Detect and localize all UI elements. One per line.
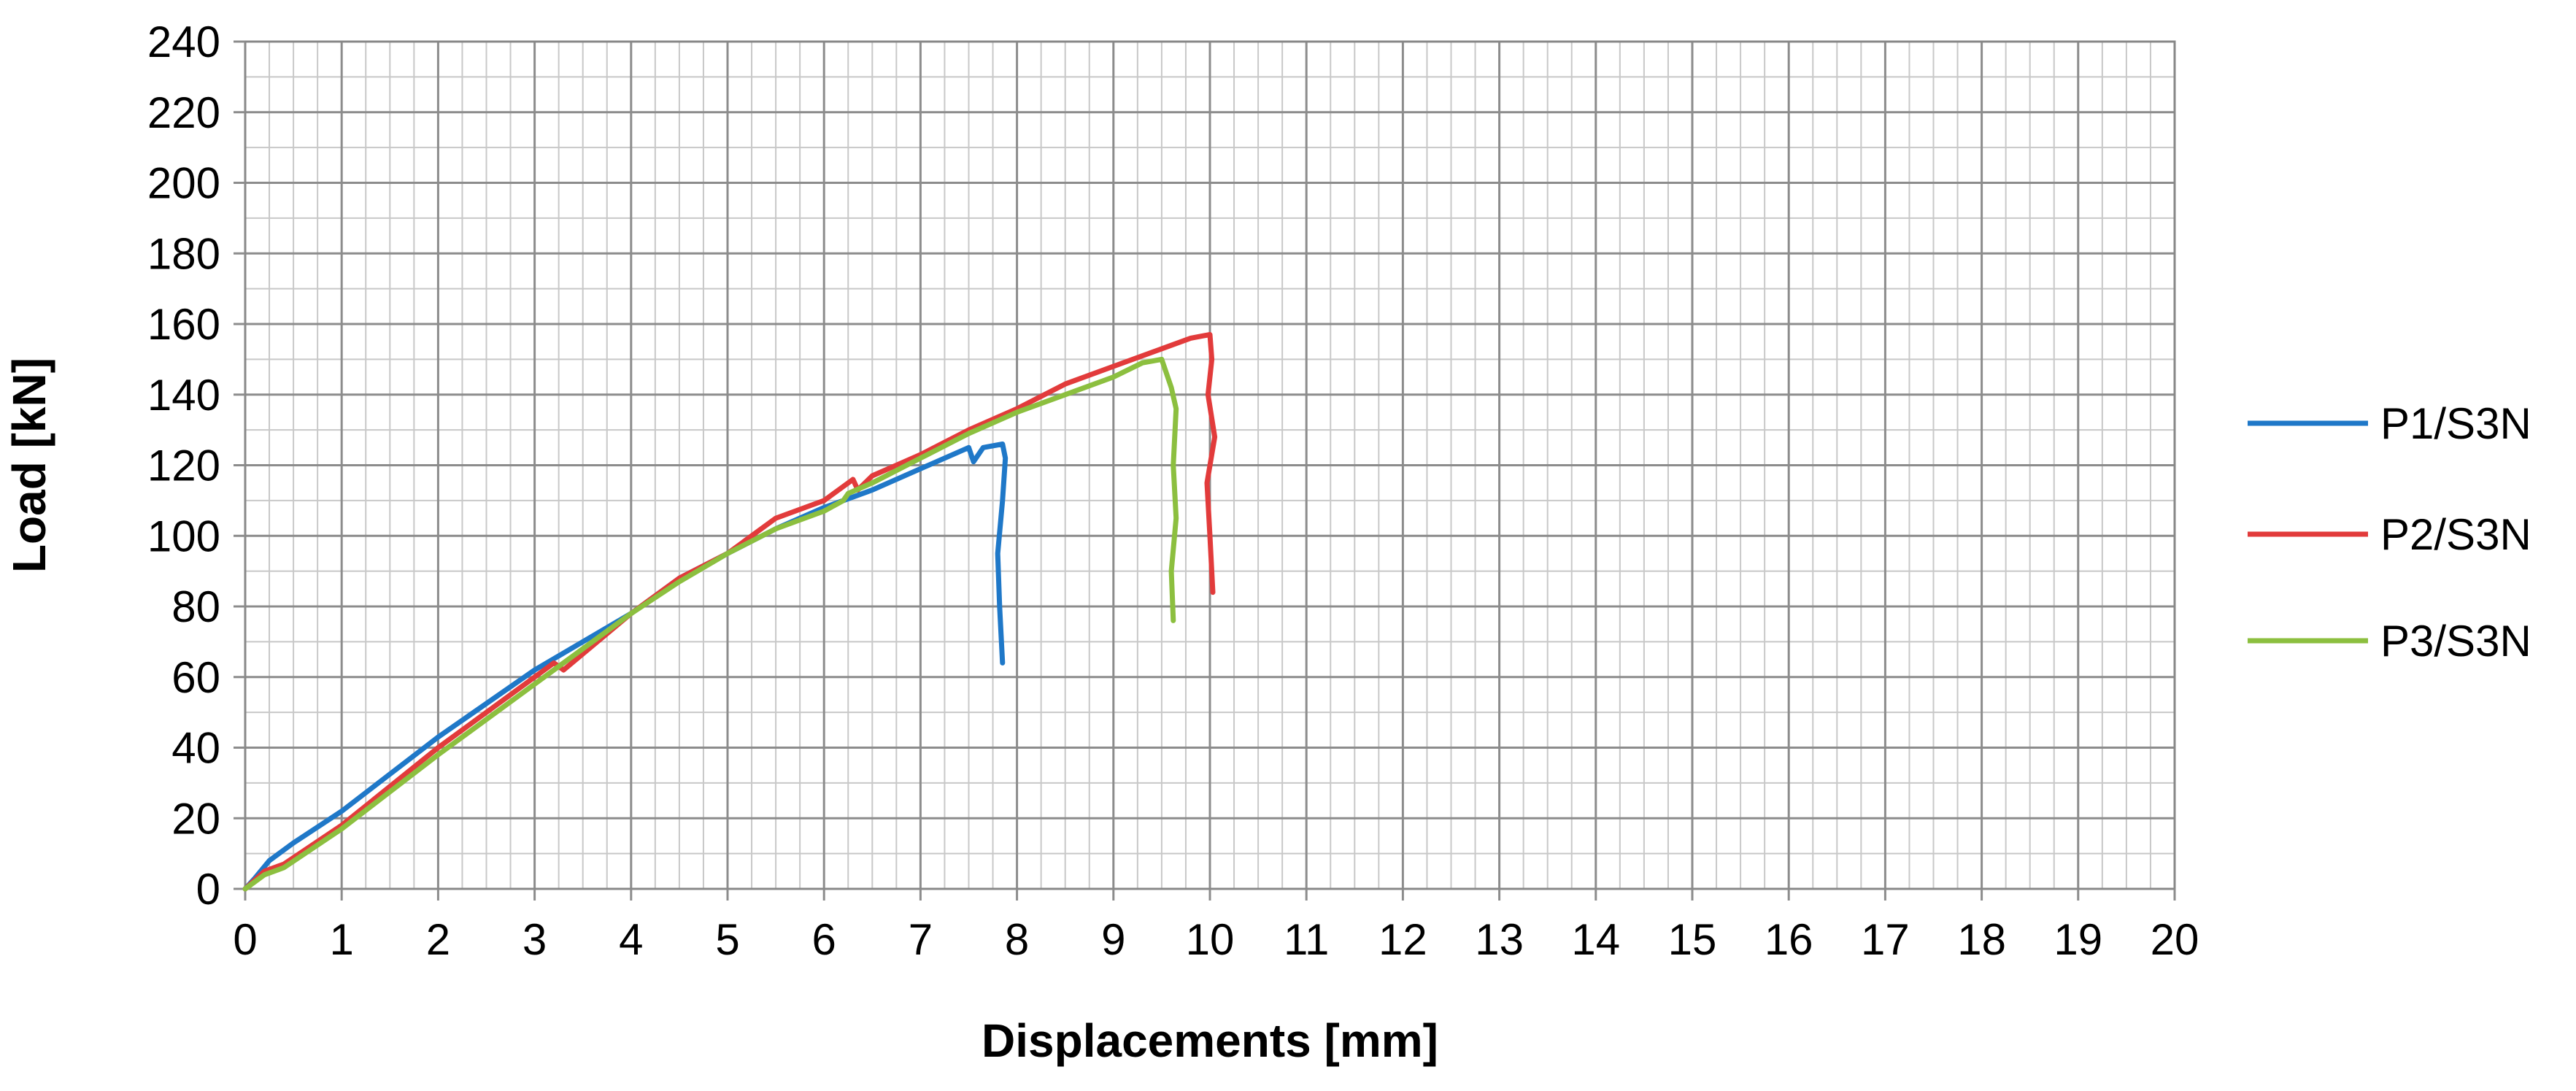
x-tick-label: 15: [1668, 915, 1717, 964]
y-axis-tick-labels: 0 20 40 60 80 100 120 140 160 180 200 220 240: [147, 18, 245, 914]
x-tick-label: 17: [1861, 915, 1910, 964]
x-tick-label: 14: [1571, 915, 1620, 964]
x-tick-label: 20: [2151, 915, 2199, 964]
x-axis-title: Displacements [mm]: [982, 1014, 1438, 1067]
x-tick-label: 5: [715, 915, 739, 964]
x-tick-label: 10: [1186, 915, 1235, 964]
y-tick-label: 120: [147, 442, 220, 490]
x-tick-label: 13: [1475, 915, 1524, 964]
series-lines: [242, 332, 1218, 892]
x-tick-label: 18: [1957, 915, 2006, 964]
legend-label-3: P3/S3N: [2380, 617, 2531, 666]
y-tick-label: 160: [147, 300, 220, 349]
y-tick-label: 60: [171, 653, 220, 702]
legend-label-1: P1/S3N: [2380, 399, 2531, 448]
series-line-1: [242, 442, 1009, 892]
x-axis-tick-labels: 0 1 2 3 4 5 6 7 8 9 10 11 12 13 14 15 16 17 18 19 20: [233, 889, 2199, 964]
y-tick-label: 220: [147, 88, 220, 137]
x-tick-label: 1: [330, 915, 354, 964]
x-tick-label: 8: [1005, 915, 1029, 964]
x-tick-label: 2: [426, 915, 450, 964]
y-tick-label: 100: [147, 512, 220, 560]
x-tick-label: 4: [619, 915, 643, 964]
y-tick-label: 180: [147, 229, 220, 278]
y-axis-title: Load [kN]: [3, 358, 55, 573]
legend: P1/S3N P2/S3N P3/S3N: [2248, 399, 2531, 666]
y-tick-label: 140: [147, 371, 220, 420]
y-tick-label: 40: [171, 724, 220, 773]
x-tick-label: 0: [233, 915, 257, 964]
y-tick-label: 0: [196, 865, 220, 914]
x-tick-label: 11: [1284, 915, 1329, 964]
x-tick-label: 3: [522, 915, 547, 964]
y-tick-label: 200: [147, 159, 220, 208]
x-tick-label: 19: [2054, 915, 2102, 964]
x-tick-label: 12: [1378, 915, 1427, 964]
x-tick-label: 16: [1765, 915, 1813, 964]
x-tick-label: 7: [909, 915, 933, 964]
x-tick-label: 6: [812, 915, 836, 964]
y-tick-label: 20: [171, 794, 220, 843]
series-line-2: [242, 332, 1218, 892]
legend-label-2: P2/S3N: [2380, 510, 2531, 559]
y-tick-label: 240: [147, 18, 220, 66]
x-tick-label: 9: [1101, 915, 1125, 964]
series-line-3: [242, 356, 1179, 892]
y-tick-label: 80: [171, 582, 220, 631]
